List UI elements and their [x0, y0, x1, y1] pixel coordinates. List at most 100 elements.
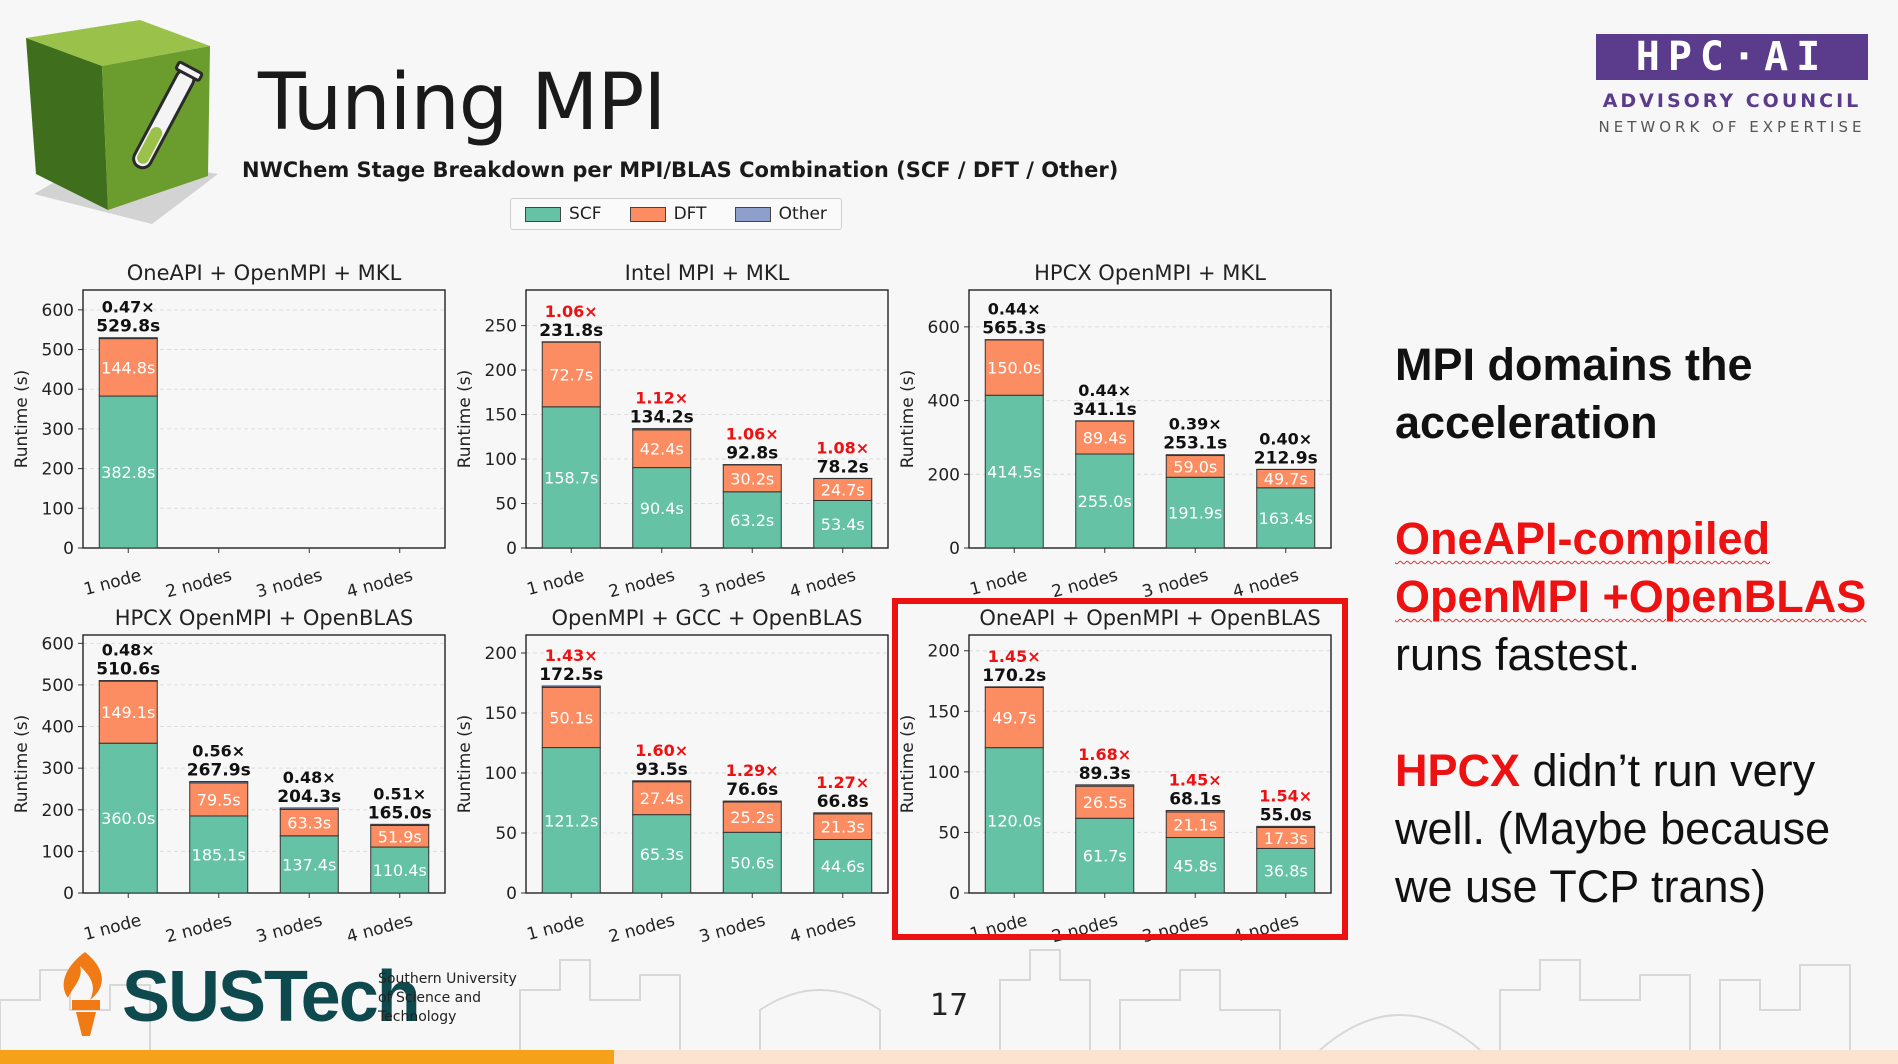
y-tick-label: 500: [42, 676, 74, 696]
skyline-decoration: [0, 949, 1851, 1050]
speedup-label: 0.56×: [192, 742, 245, 761]
chart-title: HPCX OpenMPI + OpenBLAS: [115, 606, 414, 630]
hpc-ai-tagline-1: ADVISORY COUNCIL: [1602, 90, 1862, 112]
bar-segment-other: [98, 337, 158, 340]
bar-segment-scf: [722, 491, 782, 549]
total-label: 267.9s: [187, 761, 251, 781]
bar-segment-dft: [279, 808, 339, 837]
y-tick-label: 0: [506, 539, 517, 559]
data-label-scf: 50.6s: [730, 854, 774, 873]
legend-label-other: Other: [778, 204, 827, 224]
x-tick-label: 4 nodes: [1231, 565, 1302, 602]
bar-segment-other: [279, 807, 339, 810]
data-label-dft: 63.3s: [287, 814, 331, 833]
legend-item-scf: SCF: [525, 204, 602, 224]
bar-segment-dft: [98, 338, 158, 397]
data-label-scf: 120.0s: [987, 811, 1041, 830]
chart-title: HPCX OpenMPI + MKL: [1034, 261, 1266, 285]
data-label-scf: 414.5s: [987, 463, 1041, 482]
total-label: 89.3s: [1079, 764, 1131, 784]
y-tick-label: 200: [485, 644, 517, 664]
total-label: 253.1s: [1163, 434, 1227, 454]
data-label-scf: 163.4s: [1259, 509, 1313, 528]
speedup-label: 1.06×: [545, 302, 598, 321]
x-tick-label: 3 nodes: [1140, 565, 1211, 602]
y-axis-label: Runtime (s): [455, 715, 475, 814]
bar-segment-other: [1075, 784, 1135, 787]
data-label-scf: 61.7s: [1083, 847, 1127, 866]
bar-segment-scf: [370, 846, 430, 894]
y-tick-label: 150: [485, 406, 517, 426]
x-tick-label: 1 node: [82, 566, 144, 600]
bar-segment-scf: [1165, 476, 1225, 549]
note-fastest-highlight: OneAPI-compiled OpenMPI +OpenBLAS: [1395, 513, 1867, 622]
cube-logo-icon: [26, 20, 218, 224]
total-label: 68.1s: [1169, 790, 1221, 810]
total-label: 529.8s: [96, 317, 160, 337]
total-label: 172.5s: [539, 665, 603, 685]
sustech-subtitle: Southern University of Science and Techn…: [378, 970, 517, 1027]
y-tick-label: 200: [485, 361, 517, 381]
y-tick-label: 100: [485, 450, 517, 470]
data-label-dft: 27.4s: [640, 789, 684, 808]
legend-swatch-other: [734, 206, 771, 222]
total-label: 341.1s: [1073, 400, 1137, 420]
speedup-label: 0.47×: [102, 298, 155, 317]
speedup-label: 0.40×: [1259, 429, 1312, 448]
bar-segment-other: [189, 781, 249, 784]
total-label: 66.8s: [817, 792, 869, 812]
speedup-label: 0.44×: [1078, 381, 1131, 400]
bar-segment-dft: [632, 429, 692, 469]
speedup-label: 1.06×: [726, 425, 779, 444]
bar-segment-other: [1165, 810, 1225, 813]
y-tick-label: 0: [63, 884, 74, 904]
data-label-scf: 137.4s: [282, 855, 336, 874]
note-mpi-domains: MPI domains the acceleration: [1395, 339, 1753, 448]
bar-segment-scf: [984, 394, 1044, 549]
hpc-ai-tagline-2: NETWORK OF EXPERTISE: [1598, 118, 1866, 136]
y-tick-label: 50: [938, 823, 960, 843]
data-label-dft: 25.2s: [730, 808, 774, 827]
total-label: 165.0s: [368, 803, 432, 823]
y-axis-label: Runtime (s): [12, 715, 32, 814]
speedup-label: 1.43×: [545, 646, 598, 665]
speedup-label: 0.44×: [988, 300, 1041, 319]
bar-segment-dft: [722, 801, 782, 833]
y-axis-label: Runtime (s): [898, 370, 918, 469]
data-label-dft: 42.4s: [640, 440, 684, 459]
y-tick-label: 150: [928, 702, 960, 722]
x-tick-label: 1 node: [968, 566, 1030, 600]
speedup-label: 1.68×: [1078, 745, 1131, 764]
data-label-scf: 36.8s: [1264, 862, 1308, 881]
bar-segment-scf: [98, 742, 158, 894]
y-tick-label: 0: [949, 539, 960, 559]
bar-segment-other: [632, 780, 692, 783]
x-tick-label: 2 nodes: [607, 565, 678, 602]
y-tick-label: 100: [485, 764, 517, 784]
bar-segment-other: [370, 823, 430, 826]
chart-heading: NWChem Stage Breakdown per MPI/BLAS Comb…: [242, 158, 1119, 182]
y-axis-label: Runtime (s): [455, 370, 475, 469]
data-label-dft: 89.4s: [1083, 429, 1127, 448]
data-label-scf: 63.2s: [730, 511, 774, 530]
data-label-scf: 158.7s: [544, 468, 598, 487]
note-hpcx: HPCX didn’t run very well. (Maybe becaus…: [1395, 742, 1895, 916]
sustech-sub-3: Technology: [378, 1009, 457, 1025]
y-tick-label: 200: [928, 642, 960, 662]
bar-segment-other: [1165, 454, 1225, 457]
y-tick-label: 600: [42, 634, 74, 654]
note-fastest-rest: runs fastest.: [1395, 629, 1641, 680]
legend-label-dft: DFT: [673, 204, 707, 224]
bar-segment-dft: [98, 680, 158, 744]
notes-panel: MPI domains the acceleration OneAPI-comp…: [1395, 336, 1895, 916]
bar-segment-scf: [984, 747, 1044, 894]
total-label: 93.5s: [636, 760, 688, 780]
legend-swatch-scf: [525, 206, 562, 222]
y-tick-label: 100: [42, 499, 74, 519]
bar-segment-scf: [813, 499, 873, 549]
total-label: 510.6s: [96, 660, 160, 680]
data-label-scf: 121.2s: [544, 811, 598, 830]
data-label-dft: 21.3s: [821, 818, 865, 837]
data-label-scf: 45.8s: [1173, 856, 1217, 875]
